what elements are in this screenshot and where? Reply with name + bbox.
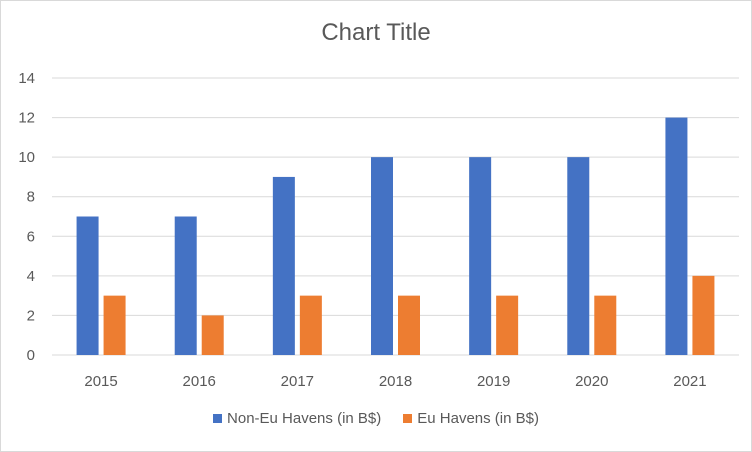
legend-label-non-eu: Non-Eu Havens (in B$) xyxy=(227,410,382,427)
y-tick-label: 6 xyxy=(27,228,35,245)
y-tick-label: 0 xyxy=(27,347,35,364)
x-tick-label: 2019 xyxy=(477,373,510,390)
y-tick-label: 2 xyxy=(27,307,35,324)
x-tick-label: 2020 xyxy=(575,373,608,390)
legend: Non-Eu Havens (in B$) Eu Havens (in B$) xyxy=(1,410,751,427)
y-tick-label: 14 xyxy=(18,70,35,87)
x-tick-label: 2018 xyxy=(379,373,412,390)
bar-eu-2016 xyxy=(201,315,224,355)
bar-non-eu-2017 xyxy=(272,176,295,355)
legend-item-non-eu: Non-Eu Havens (in B$) xyxy=(213,410,381,427)
x-tick-label: 2017 xyxy=(281,373,314,390)
x-tick-label: 2016 xyxy=(183,373,216,390)
bar-non-eu-2019 xyxy=(469,157,492,355)
bar-eu-2018 xyxy=(398,295,420,355)
bar-eu-2019 xyxy=(496,295,519,355)
legend-label-eu: Eu Havens (in B$) xyxy=(417,410,539,427)
legend-swatch-non-eu xyxy=(213,414,223,423)
x-tick-label: 2021 xyxy=(673,373,706,390)
bar-eu-2020 xyxy=(594,295,617,355)
bar-non-eu-2018 xyxy=(371,157,393,355)
x-tick-label: 2015 xyxy=(84,373,117,390)
y-tick-label: 10 xyxy=(18,149,35,166)
bar-non-eu-2021 xyxy=(665,117,688,355)
legend-swatch-eu xyxy=(403,414,413,423)
y-tick-label: 8 xyxy=(27,189,35,206)
bar-eu-2021 xyxy=(692,275,715,355)
y-tick-label: 12 xyxy=(18,110,35,127)
bar-non-eu-2020 xyxy=(567,157,590,355)
legend-item-eu: Eu Havens (in B$) xyxy=(403,410,539,427)
bar-non-eu-2016 xyxy=(174,216,197,355)
y-tick-label: 4 xyxy=(27,268,35,285)
bar-eu-2015 xyxy=(103,295,126,355)
chart-title: Chart Title xyxy=(321,19,431,46)
bar-eu-2017 xyxy=(299,295,322,355)
bar-non-eu-2015 xyxy=(76,216,99,355)
